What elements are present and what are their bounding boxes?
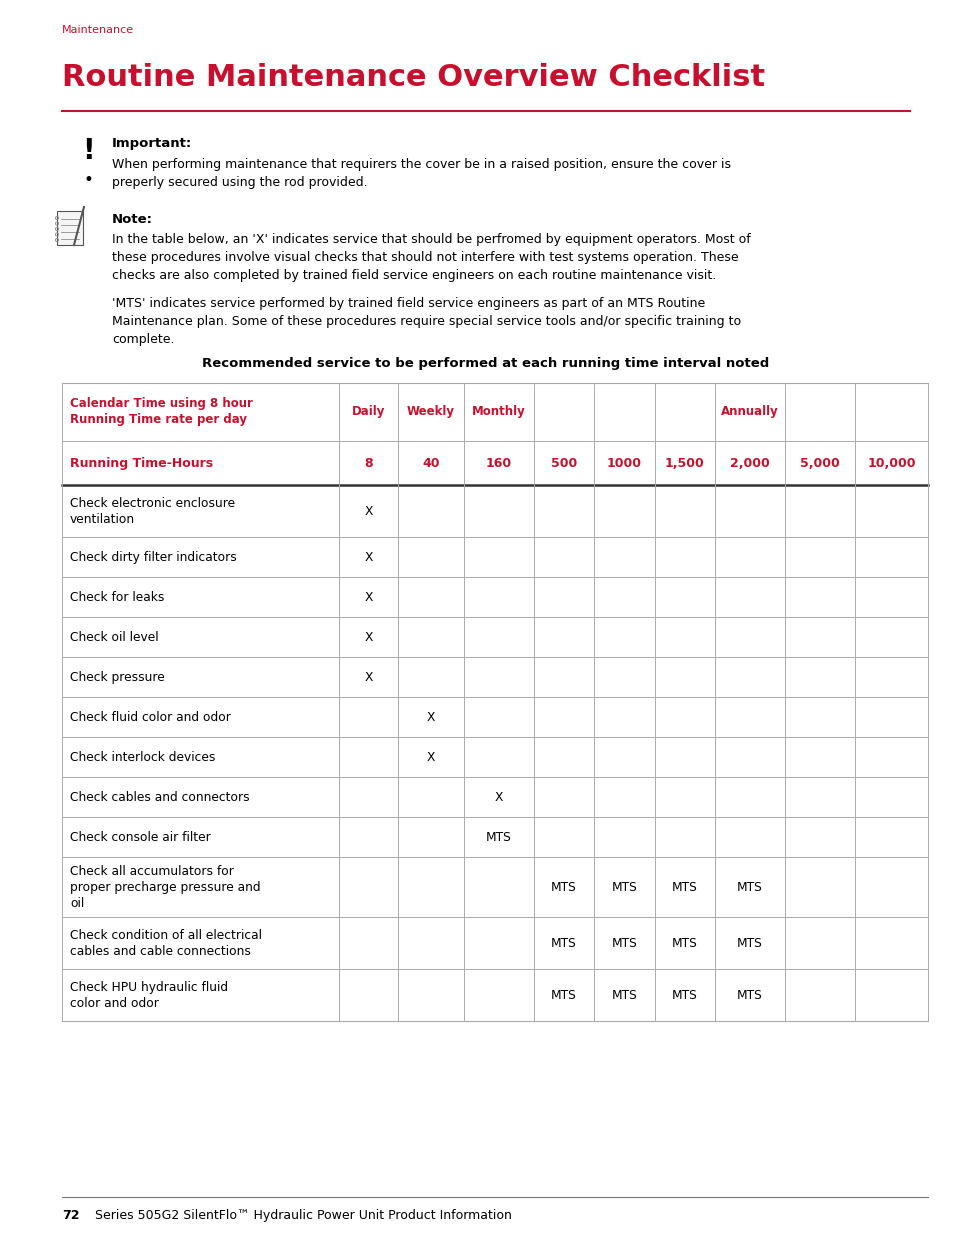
Text: MTS: MTS: [611, 881, 637, 893]
Text: Check oil level: Check oil level: [70, 631, 158, 643]
Text: 2,000: 2,000: [729, 457, 769, 469]
Text: 500: 500: [551, 457, 577, 469]
Text: Check cables and connectors: Check cables and connectors: [70, 790, 250, 804]
Text: MTS: MTS: [485, 830, 511, 844]
Text: 10,000: 10,000: [866, 457, 915, 469]
Text: MTS: MTS: [671, 881, 697, 893]
Text: MTS: MTS: [737, 881, 762, 893]
Text: Check HPU hydraulic fluid
color and odor: Check HPU hydraulic fluid color and odor: [70, 981, 228, 1009]
Text: 8: 8: [364, 457, 373, 469]
Text: MTS: MTS: [611, 988, 637, 1002]
Text: X: X: [364, 590, 373, 604]
Text: Weekly: Weekly: [406, 405, 455, 419]
Text: Check for leaks: Check for leaks: [70, 590, 164, 604]
Text: MTS: MTS: [551, 988, 577, 1002]
Text: X: X: [364, 671, 373, 683]
Text: •: •: [83, 170, 92, 189]
Text: X: X: [426, 751, 435, 763]
Text: Annually: Annually: [720, 405, 778, 419]
Text: 'MTS' indicates service performed by trained field service engineers as part of : 'MTS' indicates service performed by tra…: [112, 296, 740, 346]
Text: MTS: MTS: [551, 936, 577, 950]
Text: Monthly: Monthly: [472, 405, 525, 419]
Text: Running Time-Hours: Running Time-Hours: [70, 457, 213, 469]
Bar: [57, 211, 83, 245]
Text: 40: 40: [421, 457, 439, 469]
Text: Check interlock devices: Check interlock devices: [70, 751, 215, 763]
Text: X: X: [426, 710, 435, 724]
Text: 1000: 1000: [606, 457, 641, 469]
Text: MTS: MTS: [737, 936, 762, 950]
Text: Check fluid color and odor: Check fluid color and odor: [70, 710, 231, 724]
Text: Series 505G2 SilentFlo™ Hydraulic Power Unit Product Information: Series 505G2 SilentFlo™ Hydraulic Power …: [95, 1209, 512, 1221]
Text: 1,500: 1,500: [664, 457, 704, 469]
Text: Check dirty filter indicators: Check dirty filter indicators: [70, 551, 236, 563]
Text: 5,000: 5,000: [800, 457, 839, 469]
Text: Maintenance: Maintenance: [62, 25, 134, 35]
Text: When performing maintenance that requirers the cover be in a raised position, en: When performing maintenance that require…: [112, 158, 730, 189]
Text: Daily: Daily: [352, 405, 385, 419]
Text: X: X: [495, 790, 502, 804]
Text: X: X: [364, 631, 373, 643]
Text: In the table below, an 'X' indicates service that should be perfromed by equipme: In the table below, an 'X' indicates ser…: [112, 233, 750, 282]
Text: MTS: MTS: [737, 988, 762, 1002]
Text: MTS: MTS: [611, 936, 637, 950]
Text: 160: 160: [485, 457, 512, 469]
Text: X: X: [364, 551, 373, 563]
Text: MTS: MTS: [551, 881, 577, 893]
Text: Check console air filter: Check console air filter: [70, 830, 211, 844]
Text: Check pressure: Check pressure: [70, 671, 165, 683]
Text: Check all accumulators for
proper precharge pressure and
oil: Check all accumulators for proper precha…: [70, 864, 260, 909]
Text: Routine Maintenance Overview Checklist: Routine Maintenance Overview Checklist: [62, 63, 764, 91]
Text: Recommended service to be performed at each running time interval noted: Recommended service to be performed at e…: [202, 357, 769, 370]
Text: Check electronic enclosure
ventilation: Check electronic enclosure ventilation: [70, 496, 234, 526]
Text: 72: 72: [62, 1209, 79, 1221]
Text: MTS: MTS: [671, 988, 697, 1002]
Text: Calendar Time using 8 hour
Running Time rate per day: Calendar Time using 8 hour Running Time …: [70, 398, 253, 426]
Text: MTS: MTS: [671, 936, 697, 950]
Text: Note:: Note:: [112, 212, 152, 226]
Text: !: !: [82, 137, 94, 165]
Text: Important:: Important:: [112, 137, 193, 149]
Text: Check condition of all electrical
cables and cable connections: Check condition of all electrical cables…: [70, 929, 262, 957]
Text: X: X: [364, 505, 373, 517]
